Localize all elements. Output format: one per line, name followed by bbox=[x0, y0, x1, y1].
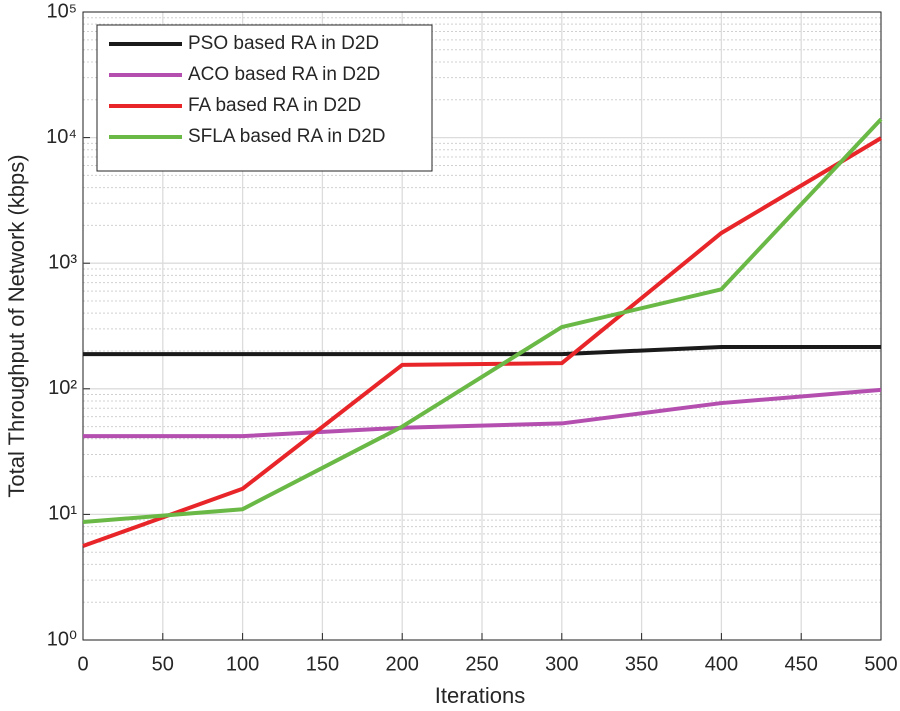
legend-box bbox=[96, 24, 433, 172]
y-tick-label: 10³ bbox=[48, 251, 77, 273]
legend-label: PSO based RA in D2D bbox=[188, 33, 379, 54]
y-tick-label: 10⁰ bbox=[47, 628, 77, 650]
x-axis-label: Iterations bbox=[435, 683, 526, 708]
legend-label: SFLA based RA in D2D bbox=[188, 126, 386, 147]
x-tick-label: 350 bbox=[625, 653, 658, 675]
x-tick-label: 50 bbox=[152, 653, 174, 675]
series-line bbox=[82, 117, 883, 524]
legend-label: ACO based RA in D2D bbox=[188, 64, 380, 85]
x-tick-label: 450 bbox=[785, 653, 818, 675]
y-tick-label: 10⁴ bbox=[46, 126, 77, 148]
y-tick-label: 10² bbox=[48, 377, 77, 399]
x-tick-label: 200 bbox=[386, 653, 419, 675]
legend-label: FA based RA in D2D bbox=[188, 95, 361, 116]
x-tick-label: 300 bbox=[545, 653, 578, 675]
plot-frame bbox=[82, 11, 882, 641]
y-axis-label: Total Throughput of Network (kbps) bbox=[4, 154, 29, 497]
series-line bbox=[83, 387, 882, 439]
x-tick-label: 150 bbox=[306, 653, 339, 675]
y-tick-label: 10¹ bbox=[48, 503, 77, 525]
x-tick-label: 400 bbox=[705, 653, 738, 675]
series-line bbox=[82, 136, 883, 548]
y-tick-label: 10⁵ bbox=[46, 0, 77, 22]
series-line bbox=[83, 345, 881, 357]
x-tick-label: 500 bbox=[864, 653, 897, 675]
x-tick-label: 0 bbox=[77, 653, 88, 675]
x-tick-label: 100 bbox=[226, 653, 259, 675]
x-tick-label: 250 bbox=[465, 653, 498, 675]
